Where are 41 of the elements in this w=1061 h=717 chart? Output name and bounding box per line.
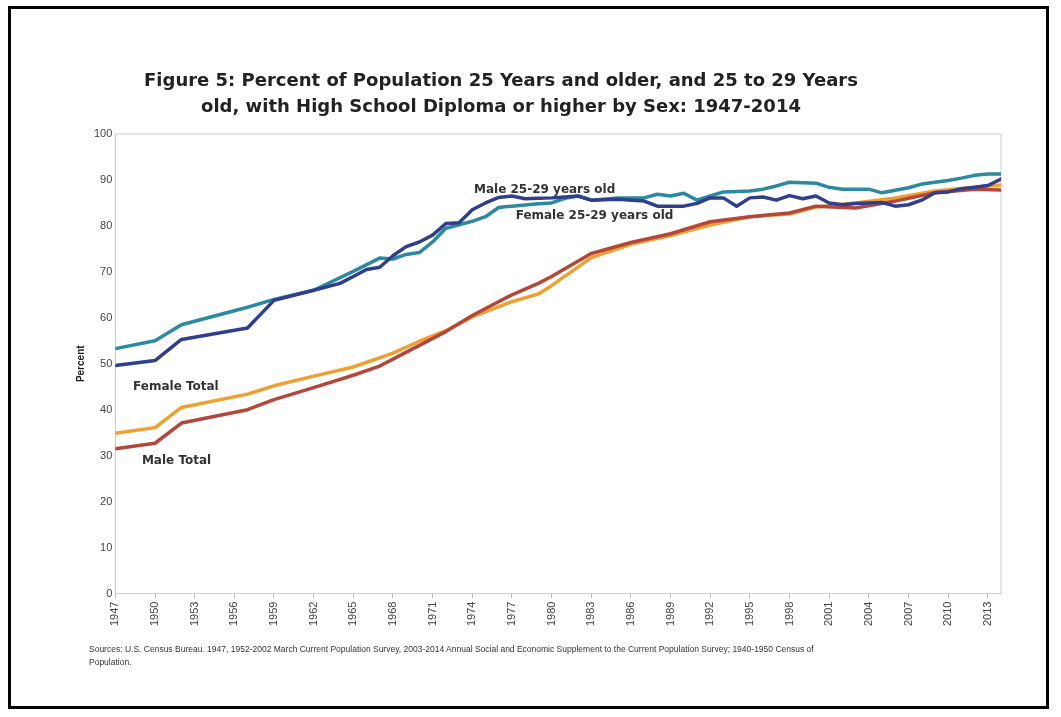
y-tick-label: 50 (100, 356, 113, 369)
x-tick-label: 1950 (148, 601, 161, 627)
chart-title: Figure 5: Percent of Population 25 Years and older, and 25 to 29 Years old, with High School Diploma or higher by Sex: 1947-2014 (143, 68, 859, 118)
x-tick-label: 2001 (822, 601, 835, 627)
x-tick-label: 1962 (306, 601, 319, 627)
x-tick-label: 2007 (901, 601, 914, 627)
y-tick-label: 30 (100, 448, 113, 461)
y-tick-label: 90 (100, 172, 113, 185)
x-tick-label: 2013 (980, 601, 993, 627)
x-tick-label: 1971 (425, 601, 438, 627)
x-tick-label: 1986 (623, 601, 636, 627)
y-tick-label: 70 (100, 264, 113, 277)
y-tick-label: 100 (93, 127, 113, 140)
x-tick-label: 1974 (465, 601, 478, 627)
x-tick-label: 1968 (385, 601, 398, 627)
source-note: Sources: U.S. Census Bureau. 1947, 1952-2002 March Current Population Survey, 2003-2014 Annual Social and Economic Supplement to the Current Population Survey; 1940-1950 Census of Population. (89, 643, 815, 669)
y-tick-label: 10 (100, 540, 113, 553)
series-label: Male 25-29 years old (474, 181, 616, 196)
series-label: Female Total (133, 379, 219, 394)
x-tick-label: 1977 (504, 601, 517, 627)
y-tick-label: 20 (100, 494, 113, 507)
x-tick-label: 1995 (742, 601, 755, 627)
series-label: Female 25-29 years old (515, 208, 674, 223)
x-tick-label: 1953 (187, 601, 200, 627)
x-tick-label: 1998 (782, 601, 795, 627)
y-tick-label: 60 (100, 310, 113, 323)
y-tick-label: 80 (100, 218, 113, 231)
x-tick-label: 1983 (584, 601, 597, 627)
y-tick-label: 40 (100, 402, 113, 415)
x-tick-label: 1956 (227, 601, 240, 627)
x-tick-label: 1947 (108, 601, 121, 627)
x-tick-label: 1980 (544, 601, 557, 627)
y-axis-title: Percent (74, 344, 86, 383)
x-tick-label: 1989 (663, 601, 676, 627)
y-tick-label: 0 (106, 586, 113, 599)
x-tick-label: 2004 (861, 601, 874, 627)
x-tick-label: 1959 (267, 601, 280, 627)
x-tick-label: 2010 (941, 601, 954, 627)
x-tick-label: 1965 (346, 601, 359, 627)
series-label: Male Total (141, 453, 212, 468)
x-tick-label: 1992 (703, 601, 716, 627)
